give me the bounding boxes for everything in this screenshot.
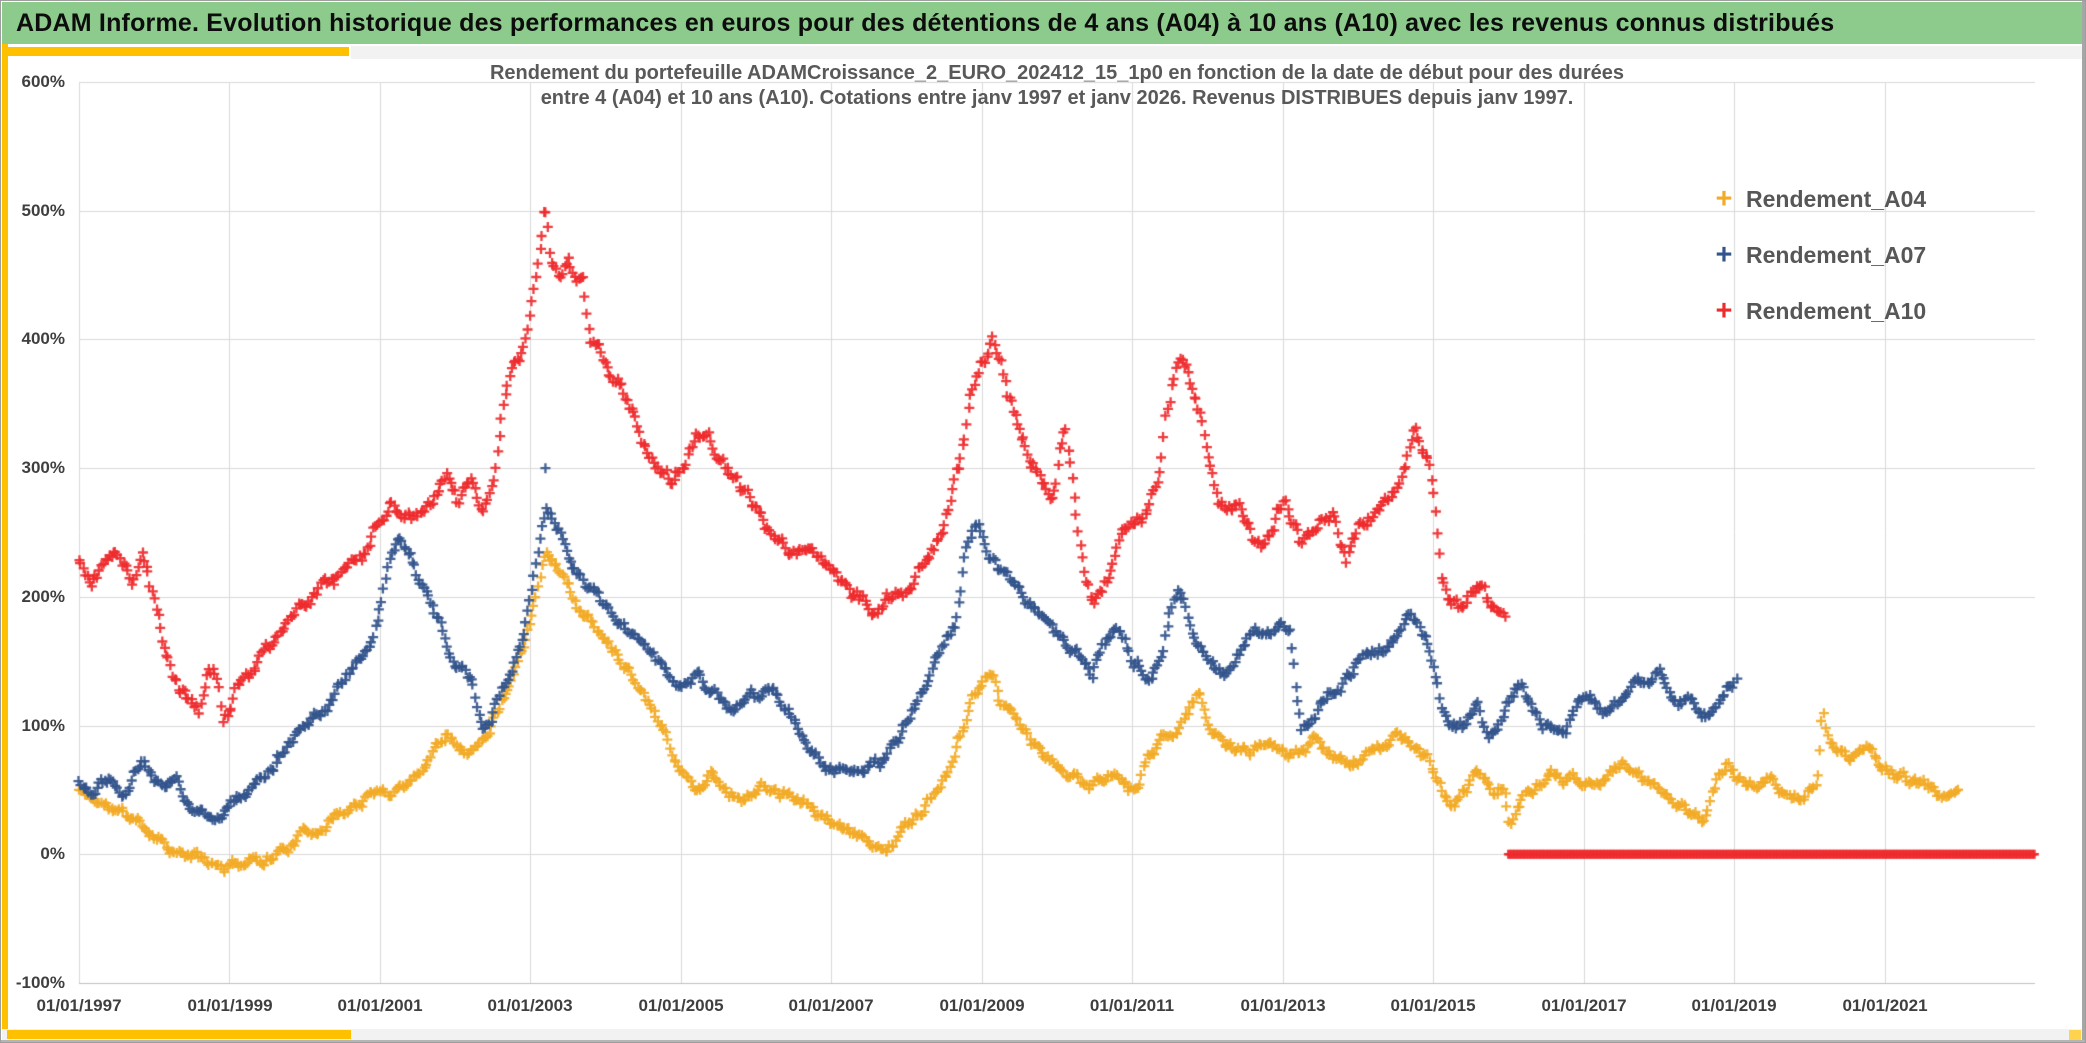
plus-marker-icon: + [1715,295,1733,327]
x-tick-1999: 01/01/1999 [187,996,273,1015]
x-tick-2009: 01/01/2009 [939,996,1025,1015]
x-tick-2007: 01/01/2007 [788,996,874,1015]
y-tick-0: 0% [40,844,65,863]
x-tick-2005: 01/01/2005 [638,996,724,1015]
y-tick-400: 400% [21,329,65,348]
chart-title-line1: Rendement du portefeuille ADAMCroissance… [489,62,1625,84]
y-tick-neg100: -100% [15,973,65,992]
x-tick-2003: 01/01/2003 [487,996,573,1015]
plus-marker-icon: + [1715,183,1733,215]
window-bottom-border [1,1040,2085,1042]
y-tick-500: 500% [21,201,65,220]
legend-item-rendement-a04[interactable]: + Rendement_A04 [1713,183,1927,215]
x-tick-1997: 01/01/1997 [36,996,122,1015]
legend-label: Rendement_A04 [1746,185,1927,212]
chart-title-line2: entre 4 (A04) et 10 ans (A10). Cotations… [540,87,1574,109]
legend-item-rendement-a07[interactable]: + Rendement_A07 [1713,239,1927,271]
x-tick-2001: 01/01/2001 [337,996,423,1015]
y-tick-100: 100% [21,716,65,735]
legend-label: Rendement_A07 [1746,241,1927,268]
plus-marker-icon: + [1715,239,1733,271]
window-right-border [2082,1,2085,1042]
x-tick-2011: 01/01/2011 [1089,996,1175,1015]
legend-label: Rendement_A10 [1746,297,1927,324]
x-tick-2021: 01/01/2021 [1842,996,1928,1015]
legend-item-rendement-a10[interactable]: + Rendement_A10 [1713,295,1927,327]
x-tick-2019: 01/01/2019 [1691,996,1777,1015]
y-tick-300: 300% [21,458,65,477]
y-tick-200: 200% [21,587,65,606]
chart-title: Rendement du portefeuille ADAMCroissance… [307,61,1807,111]
x-tick-2013: 01/01/2013 [1240,996,1326,1015]
y-tick-600: 600% [21,72,65,91]
x-tick-2015: 01/01/2015 [1390,996,1476,1015]
x-tick-2017: 01/01/2017 [1541,996,1627,1015]
plot-area[interactable] [79,82,2035,983]
